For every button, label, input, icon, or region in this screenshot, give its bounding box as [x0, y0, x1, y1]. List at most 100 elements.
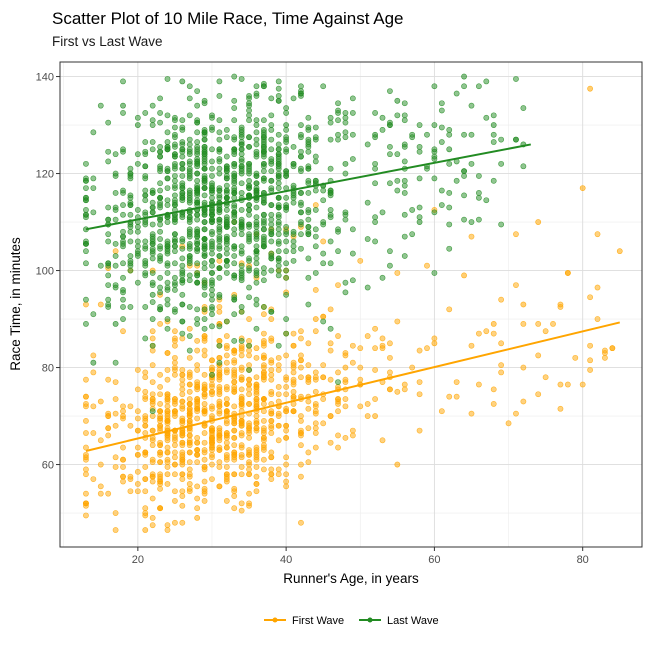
- data-point: [186, 325, 193, 332]
- data-point: [305, 425, 312, 432]
- data-point: [186, 354, 193, 361]
- data-point: [490, 122, 497, 128]
- data-point: [105, 204, 112, 211]
- data-point: [186, 141, 193, 148]
- data-point: [83, 444, 89, 451]
- data-point: [312, 270, 319, 276]
- data-point: [335, 333, 341, 339]
- data-point: [201, 352, 208, 359]
- data-point: [312, 177, 319, 184]
- data-point: [194, 233, 201, 240]
- data-point: [157, 119, 163, 126]
- legend-key-first-wave-dot: [272, 617, 278, 623]
- data-point: [223, 386, 230, 393]
- data-point: [209, 388, 215, 395]
- data-point: [186, 240, 193, 247]
- data-point: [83, 490, 89, 497]
- data-point: [372, 367, 378, 373]
- data-point: [216, 354, 223, 361]
- y-tick-label: 100: [36, 266, 54, 278]
- data-point: [283, 228, 290, 235]
- data-point: [283, 204, 290, 211]
- data-point: [335, 226, 341, 233]
- data-point: [283, 461, 290, 468]
- data-point: [312, 369, 319, 376]
- data-point: [238, 163, 245, 170]
- data-point: [186, 396, 193, 402]
- data-point: [149, 442, 156, 449]
- data-point: [461, 73, 467, 80]
- data-point: [268, 168, 275, 175]
- data-point: [164, 165, 171, 172]
- data-point: [120, 146, 126, 153]
- data-point: [253, 180, 260, 187]
- data-point: [253, 388, 260, 395]
- data-point: [283, 260, 290, 267]
- data-point: [179, 391, 186, 398]
- data-point: [223, 464, 230, 470]
- data-point: [298, 473, 304, 480]
- data-point: [260, 456, 267, 463]
- data-point: [246, 236, 252, 242]
- data-point: [149, 478, 156, 485]
- data-point: [275, 354, 282, 361]
- y-axis-title: Race Time, in minutes: [8, 237, 23, 371]
- data-point: [231, 105, 238, 111]
- data-point: [298, 148, 304, 155]
- data-point: [372, 219, 378, 225]
- data-point: [298, 202, 304, 208]
- data-point: [238, 364, 245, 371]
- data-point: [157, 471, 163, 478]
- data-point: [216, 185, 223, 191]
- data-point: [283, 434, 290, 441]
- data-point: [490, 386, 497, 393]
- data-point: [290, 388, 297, 395]
- data-point: [253, 345, 260, 352]
- data-point: [290, 143, 297, 150]
- data-point: [349, 131, 356, 138]
- data-point: [201, 165, 208, 172]
- data-point: [149, 221, 156, 228]
- data-point: [342, 129, 349, 136]
- data-point: [120, 110, 126, 116]
- data-point: [246, 112, 252, 119]
- data-point: [342, 403, 349, 410]
- data-point: [164, 175, 171, 182]
- data-point: [387, 180, 393, 187]
- data-point: [164, 396, 171, 402]
- data-point: [223, 498, 230, 504]
- data-point: [194, 240, 201, 247]
- data-point: [253, 473, 260, 480]
- data-point: [201, 439, 208, 446]
- data-point: [164, 214, 171, 221]
- data-point: [431, 270, 438, 276]
- data-point: [260, 143, 267, 150]
- data-point: [157, 163, 163, 170]
- data-point: [112, 396, 119, 402]
- data-point: [83, 451, 89, 458]
- data-point: [498, 369, 505, 376]
- data-point: [83, 260, 89, 267]
- data-point: [260, 216, 267, 223]
- data-point: [209, 461, 215, 468]
- data-point: [186, 471, 193, 478]
- data-point: [298, 219, 304, 225]
- legend-label-first-wave: First Wave: [292, 615, 344, 627]
- data-point: [172, 371, 178, 378]
- data-point: [238, 180, 245, 187]
- data-point: [209, 277, 215, 284]
- data-point: [461, 168, 467, 175]
- data-point: [320, 362, 327, 369]
- data-point: [260, 80, 267, 87]
- data-point: [194, 337, 201, 344]
- y-tick-label: 80: [42, 363, 54, 375]
- data-point: [453, 393, 460, 400]
- data-point: [231, 231, 238, 238]
- data-point: [157, 255, 163, 262]
- data-point: [120, 408, 126, 415]
- data-point: [164, 527, 171, 533]
- data-point: [223, 233, 230, 240]
- data-point: [246, 100, 252, 107]
- data-point: [164, 376, 171, 383]
- data-point: [335, 444, 341, 451]
